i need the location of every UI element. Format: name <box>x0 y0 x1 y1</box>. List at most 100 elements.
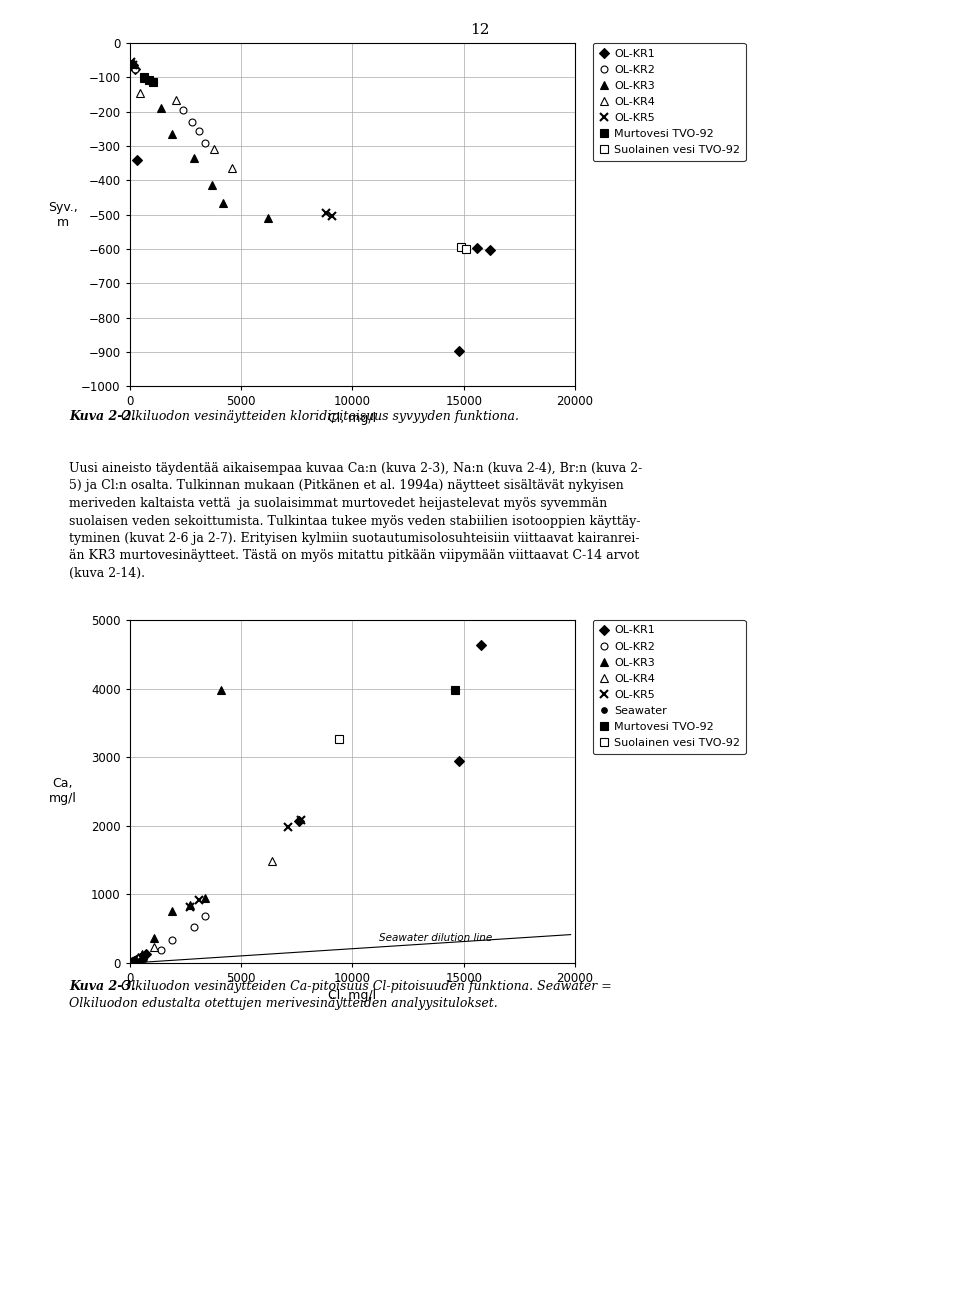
OL-KR3 <box>126 954 137 970</box>
Line: OL-KR4: OL-KR4 <box>135 89 236 172</box>
Seawater <box>135 951 147 967</box>
Suolainen vesi TVO-92 <box>460 241 471 257</box>
OL-KR1 <box>125 955 136 971</box>
OL-KR4 <box>227 161 238 176</box>
X-axis label: Cl, mg/l: Cl, mg/l <box>328 989 376 1002</box>
OL-KR1 <box>453 343 465 359</box>
Text: än KR3 murtovesinäytteet. Tästä on myös mitattu pitkään viipymään viittaavat C-1: än KR3 murtovesinäytteet. Tästä on myös … <box>69 549 639 562</box>
Seawater <box>138 951 150 967</box>
Line: OL-KR4: OL-KR4 <box>133 856 276 963</box>
Seawater <box>128 954 139 970</box>
OL-KR2 <box>178 102 189 117</box>
OL-KR4 <box>149 940 160 955</box>
OL-KR2 <box>126 954 137 970</box>
OL-KR3 <box>155 100 166 116</box>
OL-KR2 <box>200 908 211 924</box>
OL-KR1 <box>453 753 465 769</box>
OL-KR2 <box>130 61 141 77</box>
OL-KR2 <box>188 920 200 936</box>
OL-KR5 <box>126 54 137 69</box>
Murtovesi TVO-92 <box>143 72 155 87</box>
OL-KR1 <box>476 637 488 652</box>
OL-KR1 <box>134 950 146 966</box>
OL-KR5 <box>128 954 139 970</box>
OL-KR2 <box>186 114 198 129</box>
OL-KR1 <box>126 954 137 970</box>
OL-KR1 <box>128 954 139 970</box>
Seawater <box>126 955 137 971</box>
OL-KR1 <box>293 813 304 829</box>
Line: OL-KR2: OL-KR2 <box>132 65 208 146</box>
OL-KR4 <box>132 950 144 966</box>
Text: Kuva 2-2.: Kuva 2-2. <box>69 410 135 423</box>
OL-KR5 <box>184 899 196 915</box>
Text: (kuva 2-14).: (kuva 2-14). <box>69 566 145 579</box>
OL-KR5 <box>126 954 137 970</box>
Text: 12: 12 <box>470 23 490 38</box>
OL-KR1 <box>132 951 144 967</box>
OL-KR3 <box>200 890 211 906</box>
OL-KR1 <box>132 151 143 167</box>
Text: Olkiluodon vesinäytteiden kloridipitoisuus syvyyden funktiona.: Olkiluodon vesinäytteiden kloridipitoisu… <box>117 410 518 423</box>
OL-KR2 <box>200 134 211 150</box>
X-axis label: Cl, mg/l: Cl, mg/l <box>328 412 376 425</box>
OL-KR3 <box>132 949 144 964</box>
OL-KR2 <box>155 942 166 958</box>
OL-KR3 <box>149 930 160 946</box>
OL-KR1 <box>485 241 496 257</box>
OL-KR5 <box>296 813 307 829</box>
Text: meriveden kaltaista vettä  ja suolaisimmat murtovedet heijastelevat myös syvemmä: meriveden kaltaista vettä ja suolaisimma… <box>69 497 608 510</box>
Murtovesi TVO-92 <box>147 74 158 90</box>
Line: Suolainen vesi TVO-92: Suolainen vesi TVO-92 <box>457 243 470 253</box>
Line: OL-KR1: OL-KR1 <box>128 641 485 966</box>
OL-KR1 <box>130 61 141 77</box>
Line: OL-KR1: OL-KR1 <box>130 61 493 355</box>
OL-KR3 <box>206 177 218 193</box>
OL-KR4 <box>133 85 145 100</box>
Suolainen vesi TVO-92 <box>456 239 468 254</box>
Text: Kuva 2-3.: Kuva 2-3. <box>69 980 135 993</box>
Text: 5) ja Cl:n osalta. Tulkinnan mukaan (Pitkänen et al. 1994a) näytteet sisältävät : 5) ja Cl:n osalta. Tulkinnan mukaan (Pit… <box>69 479 624 492</box>
OL-KR3 <box>138 70 150 86</box>
Y-axis label: Ca,
mg/l: Ca, mg/l <box>49 778 77 805</box>
Line: OL-KR3: OL-KR3 <box>130 60 272 222</box>
Line: Murtovesi TVO-92: Murtovesi TVO-92 <box>140 73 157 86</box>
OL-KR5 <box>320 205 331 221</box>
OL-KR5 <box>128 57 139 73</box>
OL-KR1 <box>140 946 152 962</box>
OL-KR1 <box>130 953 141 968</box>
OL-KR1 <box>127 57 138 73</box>
OL-KR2 <box>193 123 204 138</box>
Text: tyminen (kuvat 2-6 ja 2-7). Erityisen kylmiin suotautumisolosuhteisiin viittaava: tyminen (kuvat 2-6 ja 2-7). Erityisen ky… <box>69 532 639 545</box>
Text: suolaisen veden sekoittumista. Tulkintaa tukee myös veden stabiilien isotooppien: suolaisen veden sekoittumista. Tulkintaa… <box>69 514 640 527</box>
Text: Olkiluodon vesinäytteiden Ca-pitoisuus Cl-pitoisuuden funktiona. Seawater =: Olkiluodon vesinäytteiden Ca-pitoisuus C… <box>117 980 612 993</box>
Line: OL-KR5: OL-KR5 <box>128 57 336 221</box>
OL-KR3 <box>166 127 178 142</box>
OL-KR1 <box>471 240 483 256</box>
Legend: OL-KR1, OL-KR2, OL-KR3, OL-KR4, OL-KR5, Seawater, Murtovesi TVO-92, Suolainen ve: OL-KR1, OL-KR2, OL-KR3, OL-KR4, OL-KR5, … <box>593 620 746 754</box>
Text: Uusi aineisto täydentää aikaisempaa kuvaa Ca:n (kuva 2-3), Na:n (kuva 2-4), Br:n: Uusi aineisto täydentää aikaisempaa kuva… <box>69 462 642 475</box>
OL-KR3 <box>262 210 274 226</box>
OL-KR3 <box>136 946 148 962</box>
Seawater <box>131 953 142 968</box>
Line: OL-KR2: OL-KR2 <box>128 913 208 966</box>
Y-axis label: Syv.,
m: Syv., m <box>48 201 78 228</box>
OL-KR3 <box>128 953 139 968</box>
Murtovesi TVO-92 <box>138 69 150 85</box>
OL-KR5 <box>193 893 204 908</box>
OL-KR5 <box>326 209 338 224</box>
Text: Seawater dilution line: Seawater dilution line <box>379 933 492 944</box>
OL-KR4 <box>266 853 277 869</box>
OL-KR3 <box>166 903 178 919</box>
Line: OL-KR3: OL-KR3 <box>128 685 225 966</box>
Legend: OL-KR1, OL-KR2, OL-KR3, OL-KR4, OL-KR5, Murtovesi TVO-92, Suolainen vesi TVO-92: OL-KR1, OL-KR2, OL-KR3, OL-KR4, OL-KR5, … <box>593 43 746 161</box>
OL-KR4 <box>171 91 182 107</box>
OL-KR4 <box>208 142 220 158</box>
OL-KR3 <box>128 56 139 72</box>
OL-KR3 <box>184 897 196 912</box>
OL-KR3 <box>188 150 200 166</box>
OL-KR3 <box>215 683 227 698</box>
OL-KR3 <box>217 194 228 210</box>
Text: Olkiluodon edustalta otettujen merivesinäytteiden analyysitulokset.: Olkiluodon edustalta otettujen merivesin… <box>69 997 498 1010</box>
OL-KR5 <box>282 820 294 835</box>
